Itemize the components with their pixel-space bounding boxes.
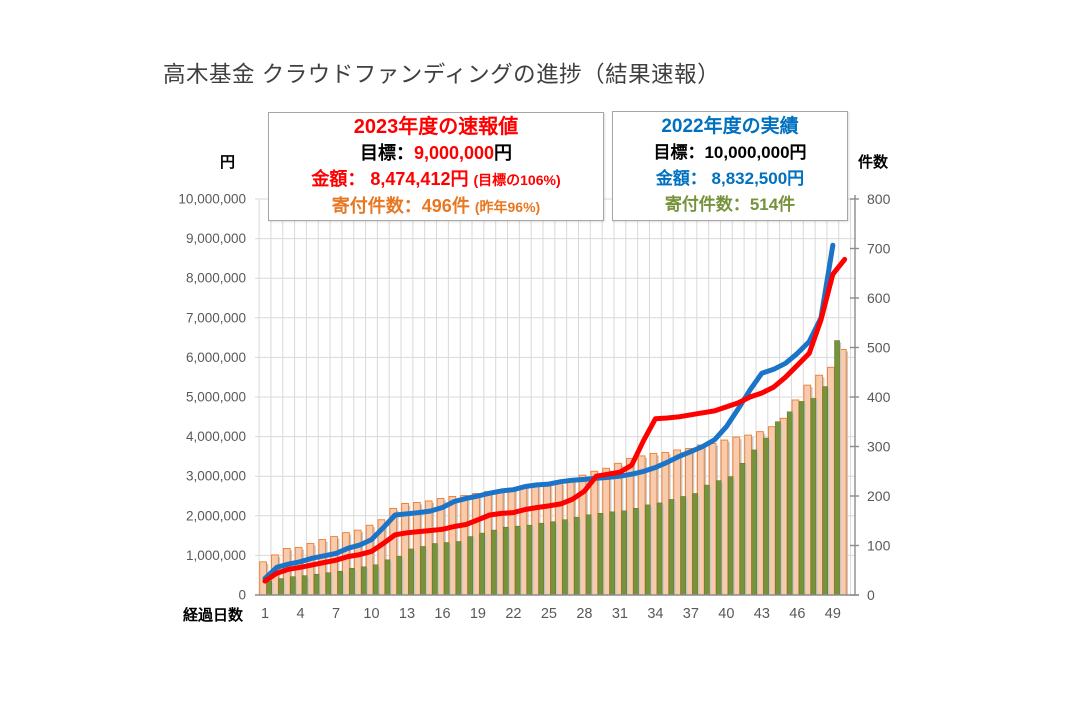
svg-text:22: 22 [505, 606, 521, 622]
svg-text:25: 25 [541, 606, 557, 622]
svg-text:10: 10 [363, 606, 379, 622]
svg-text:1,000,000: 1,000,000 [186, 548, 246, 563]
svg-text:37: 37 [683, 606, 699, 622]
svg-text:1: 1 [261, 606, 269, 622]
svg-text:0: 0 [238, 588, 246, 603]
svg-text:8,000,000: 8,000,000 [186, 271, 246, 286]
legend-2023-count-label: 寄付件数： [331, 195, 422, 216]
legend-2023-goal-value: 9,000,000 [413, 142, 495, 163]
svg-text:500: 500 [867, 340, 891, 356]
legend-2023-count-value: 496件 [421, 195, 470, 216]
svg-text:19: 19 [470, 606, 486, 622]
legend-2022-amount-label: 金額： [655, 169, 712, 188]
legend-2022-heading: 2022年度の実績 [661, 116, 799, 137]
legend-2023-box: 2023年度の速報値 目標：9,000,000円 金額： 8,474,412円 … [268, 112, 604, 221]
chart-title: 高木基金 クラウドファンディングの進捗（結果速報） [163, 62, 721, 87]
legend-2022-count-label: 寄付件数： [664, 195, 750, 214]
right-axis-tick-labels: 0 100 200 300 400 500 600 700 800 [867, 191, 891, 603]
svg-text:28: 28 [576, 606, 592, 622]
legend-2022-goal: 目標：10,000,000円 [653, 143, 807, 162]
legend-2022-box: 2022年度の実績 目標：10,000,000円 金額： 8,832,500円 … [612, 111, 848, 221]
legend-2023-amount-value: 8,474,412円 [370, 168, 469, 189]
svg-text:31: 31 [612, 606, 628, 622]
legend-2022-count: 寄付件数：514件 [665, 192, 795, 218]
legend-2023-count-note: (昨年96%) [474, 198, 541, 215]
svg-text:4: 4 [296, 606, 304, 622]
legend-2023-goal: 目標：9,000,000円 [360, 140, 512, 166]
x-axis-tick-labels: 1 4 7 10 13 16 19 22 25 28 31 34 37 40 43 46 49 [261, 606, 841, 622]
legend-2022-amount: 金額： 8,832,500円 [656, 166, 804, 192]
svg-text:0: 0 [867, 587, 875, 603]
svg-text:49: 49 [825, 606, 841, 622]
svg-text:800: 800 [867, 191, 891, 207]
left-axis-tick-labels: 0 1,000,000 2,000,000 3,000,000 4,000,000 5,0… [178, 192, 246, 603]
legend-2023-goal-suffix: 円 [494, 142, 513, 163]
svg-text:40: 40 [718, 606, 734, 622]
svg-text:300: 300 [867, 439, 891, 455]
legend-2022-count-value: 514件 [749, 195, 796, 214]
svg-text:4,000,000: 4,000,000 [186, 429, 246, 444]
svg-text:700: 700 [867, 241, 891, 257]
svg-text:16: 16 [434, 606, 450, 622]
line-2023-amount [262, 256, 848, 584]
axis-lines [255, 195, 859, 596]
svg-text:6,000,000: 6,000,000 [186, 350, 246, 365]
svg-text:2,000,000: 2,000,000 [186, 508, 246, 523]
legend-2023-amount-label: 金額： [311, 168, 371, 189]
legend-2023-heading: 2023年度の速報値 [353, 115, 519, 138]
line-2022-amount [262, 242, 836, 581]
svg-text:9,000,000: 9,000,000 [186, 231, 246, 246]
legend-2023-count: 寄付件数：496件 (昨年96%) [332, 193, 540, 220]
svg-text:600: 600 [867, 290, 891, 306]
svg-text:100: 100 [867, 538, 891, 554]
svg-text:7: 7 [332, 606, 340, 622]
svg-text:10,000,000: 10,000,000 [178, 192, 246, 207]
svg-text:200: 200 [867, 488, 891, 504]
svg-text:3,000,000: 3,000,000 [186, 469, 246, 484]
svg-text:13: 13 [399, 606, 415, 622]
svg-text:400: 400 [867, 389, 891, 405]
right-axis-title: 件数 [858, 154, 889, 171]
svg-text:5,000,000: 5,000,000 [186, 390, 246, 405]
svg-text:34: 34 [647, 606, 663, 622]
legend-2023-goal-prefix: 目標： [359, 142, 414, 163]
legend-2023-amount: 金額： 8,474,412円 (目標の106%) [311, 166, 560, 193]
svg-text:46: 46 [789, 606, 805, 622]
x-axis-title: 経過日数 [183, 607, 244, 624]
svg-text:43: 43 [754, 606, 770, 622]
legend-2022-amount-value: 8,832,500円 [711, 169, 805, 188]
legend-2023-amount-note: (目標の106%) [473, 171, 561, 188]
svg-text:7,000,000: 7,000,000 [186, 310, 246, 325]
left-axis-title: 円 [220, 154, 236, 171]
